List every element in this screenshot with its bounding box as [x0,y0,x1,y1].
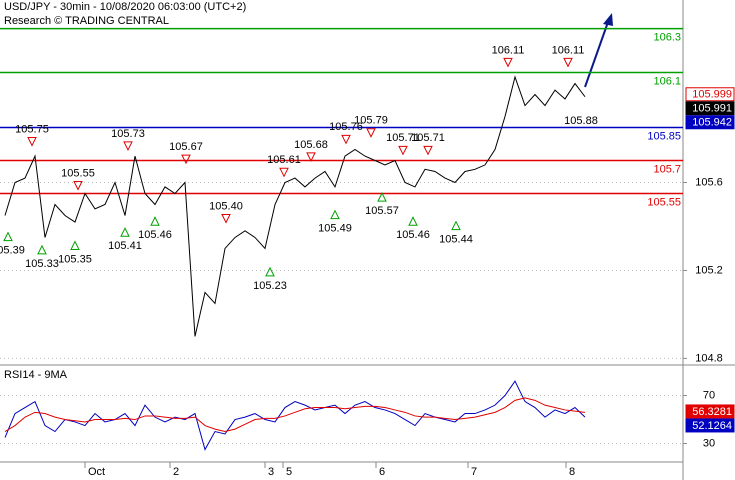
price-badge-label: 105.991 [692,103,732,115]
y-tick-label: 105.2 [695,264,723,276]
trough-label: 105.46 [138,229,172,241]
level-label: 105.85 [647,130,681,142]
peak-marker [423,145,433,156]
peak-label: 105.79 [354,115,388,127]
peak-marker [503,57,513,68]
trough-marker [150,216,160,226]
chart-title: USD/JPY - 30min - 10/08/2020 06:03:00 (U… [4,1,246,13]
trough-label: 105.39 [0,245,25,257]
price-badge [685,418,735,433]
peak-label: 106.11 [552,44,585,56]
trough-label: 105.33 [25,258,59,270]
rsi-title: RSI14 - 9MA [4,369,68,381]
trough-label: 105.23 [253,280,287,292]
trough-label: 105.46 [396,229,430,241]
x-tick-label: 7 [471,466,477,478]
peak-marker [181,154,191,165]
peak-label: 105.75 [15,123,49,135]
trough-label: 105.57 [365,205,399,217]
level-label: 105.55 [647,196,681,208]
trough-marker [3,231,13,242]
peak-marker [221,213,231,224]
peak-marker [398,145,408,156]
peak-marker [341,134,351,145]
trough-marker [408,216,418,226]
trough-label: 105.49 [318,223,352,235]
price-badge [685,101,735,116]
series-line [4,397,586,433]
x-tick-label: 6 [379,466,385,478]
peak-marker [27,137,37,147]
peak-label: 105.71 [411,132,445,144]
trough-label: 105.44 [439,234,473,246]
trough-label: 105.35 [58,253,92,265]
peak-label: 105.73 [111,128,145,140]
peak-label: 105.68 [294,139,328,151]
arrow-head [603,13,613,26]
trough-marker [451,220,461,231]
trough-label: 105.41 [108,240,142,252]
peak-marker [563,57,573,68]
y-tick-label: 30 [703,437,715,449]
y-tick-label: 104.8 [695,352,723,364]
y-tick-label: 105.6 [695,176,723,188]
peak-marker [123,141,133,152]
x-tick-label: 3 [268,466,274,478]
peak-marker [306,152,316,163]
trough-marker [330,209,340,220]
trough-marker [37,244,47,255]
forecast-arrow [584,21,609,88]
series-line [4,75,586,337]
peak-label: 105.61 [267,154,301,166]
y-tick-label: 70 [703,389,715,401]
peak-label: 106.11 [492,44,525,56]
level-label: 105.7 [653,163,681,175]
level-label: 106.1 [653,75,681,87]
peak-marker [73,180,83,191]
price-badge [685,115,735,130]
price-badge-label: 105.999 [692,89,732,101]
peak-label: 105.67 [169,141,203,153]
x-tick-label: 2 [173,466,179,478]
level-label: 106.3 [653,31,681,43]
peak-label: 105.71 [386,132,420,144]
peak-label: 105.76 [329,121,363,133]
peak-label: 105.40 [209,200,243,212]
price-badge [685,87,735,102]
trough-marker [70,240,80,250]
x-tick-label: 8 [569,466,575,478]
trough-marker [120,227,130,237]
x-tick-label: 5 [286,466,292,478]
trough-marker [265,266,275,277]
annotation-label: 105.88 [564,115,598,127]
x-tick-label: Oct [88,466,105,478]
peak-marker [279,167,289,178]
peak-label: 105.55 [61,167,95,179]
chart-subtitle: Research © TRADING CENTRAL [4,15,169,27]
peak-marker [366,128,376,138]
price-badge-label: 52.1264 [692,420,732,432]
trough-marker [377,191,387,202]
price-badge-label: 56.3281 [692,406,732,418]
price-badge-label: 105.942 [692,117,732,129]
price-badge [685,404,735,419]
